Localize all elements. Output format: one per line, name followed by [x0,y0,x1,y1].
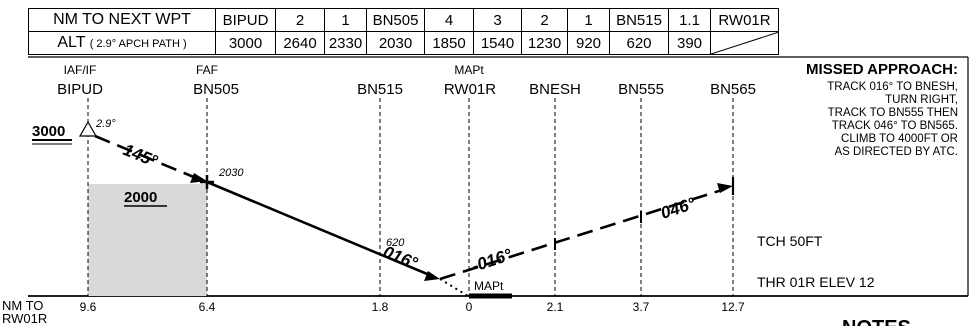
distance-value: 2.1 [547,300,564,314]
thr-elevation-label: THR 01R ELEV 12 [757,274,875,290]
final-track-label: 016° [381,242,421,273]
altitude-cell: 1540 [473,31,522,55]
dotted-extension [439,278,469,297]
rw01r-label: RW01R [444,81,496,98]
altitude-label-main: ALT [57,34,86,51]
bn505-label: BN505 [193,81,239,98]
min-altitude-area [88,184,207,296]
missed-approach-line: TRACK TO BN555 THEN [828,107,958,119]
altitude-cell: 2640 [275,31,325,55]
bipud-label: BIPUD [57,81,103,98]
bn505-role-label: FAF [196,63,218,77]
distance-value: 9.6 [80,300,97,314]
altitude-cell: 3000 [215,31,276,55]
missed-approach-line: TRACK 016° TO BNESH, [827,81,958,93]
bn515-altitude-label: 620 [386,237,405,249]
bn555-label: BN555 [618,81,664,98]
altitude-cell: 920 [567,31,610,55]
glide-angle-label: 2.9° [95,118,116,130]
missed-approach-path [439,188,723,281]
distance-cell: RW01R [710,8,779,32]
distance-value: 1.8 [372,300,389,314]
altitude-label-sub: ( 2.9° APCH PATH ) [89,38,187,50]
inbound-track-label: 145° [121,140,161,171]
bipud-role-label: IAF/IF [64,63,97,77]
distance-cell: 1.1 [668,8,711,32]
missed-approach-line: CLIMB TO 4000FT OR [841,133,958,145]
final-descent-path [206,180,433,278]
missed-approach-line: TURN RIGHT, [885,94,958,106]
altitude-cell: 1850 [424,31,474,55]
distance-cell: 4 [424,8,474,32]
mapt-bar-label: MAPt [474,279,504,293]
distance-cell: BIPUD [215,8,276,32]
distance-cell: 1 [567,8,610,32]
altitude-cell: 620 [609,31,669,55]
missed-approach-title: MISSED APPROACH: [806,61,958,78]
distance-scale-label-2: RW01R [2,311,47,326]
distance-row: NM TO NEXT WPT BIPUD 2 1 BN505 4 3 2 1 B… [28,8,779,32]
missed-approach-line: AS DIRECTED BY ATC. [834,146,958,158]
distance-scale-label-1: NM TO [2,298,43,313]
iaf-triangle-icon [78,120,98,137]
missed-arrow-icon [717,183,733,193]
inbound-arrow-icon [190,173,207,183]
bnesh-label: BNESH [529,81,581,98]
distance-value: 6.4 [199,300,216,314]
notes-title: NOTES [842,317,911,326]
distance-row-label: NM TO NEXT WPT [28,8,216,32]
distance-cell: 2 [521,8,568,32]
min-altitude-label: 2000 [124,189,157,206]
altitude-cell: 2030 [366,31,425,55]
mapt-role-label: MAPt [454,63,484,77]
distance-value: 0 [466,300,473,314]
altitude-row-label: ALT ( 2.9° APCH PATH ) [28,31,216,55]
missed-track-label-1: -016° [469,245,514,276]
bn515-label: BN515 [357,81,403,98]
start-altitude-label: 3000 [32,123,65,140]
final-arrow-icon [424,271,440,281]
bn565-label: BN565 [710,81,756,98]
altitude-cell: 1230 [521,31,568,55]
faf-altitude-label: 2030 [218,167,244,179]
diagonal-slash [711,32,778,54]
altitude-cell: 390 [668,31,711,55]
inbound-path [94,134,197,180]
waypoint-altitude-table: NM TO NEXT WPT BIPUD 2 1 BN505 4 3 2 1 B… [28,8,779,55]
tch-label: TCH 50FT [757,233,823,249]
altitude-diagonal-cell [710,31,779,55]
distance-value: 12.7 [721,300,745,314]
altitude-row: ALT ( 2.9° APCH PATH ) 3000 2640 2330 20… [28,31,779,55]
missed-approach-line: TRACK 046° TO BN565. [832,120,958,132]
distance-cell: 3 [473,8,522,32]
distance-value: 3.7 [633,300,650,314]
missed-track-label-2: 046° [658,194,698,223]
